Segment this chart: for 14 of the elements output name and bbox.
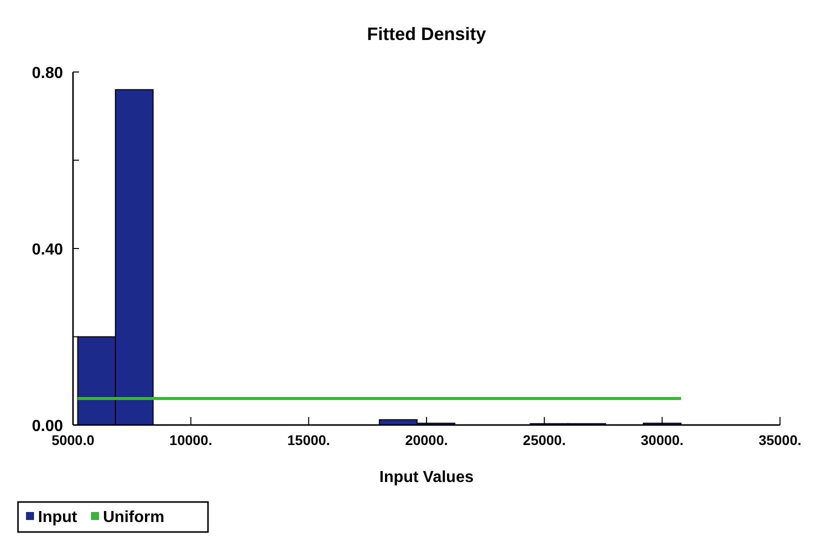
x-tick-label: 20000. xyxy=(405,432,448,448)
chart-title: Fitted Density xyxy=(366,24,486,44)
x-axis-title: Input Values xyxy=(379,469,474,486)
x-tick-label: 35000. xyxy=(758,432,802,448)
x-tick-label: 10000. xyxy=(169,432,212,448)
x-tick-label: 30000. xyxy=(640,432,684,448)
y-tick-label: 0.80 xyxy=(32,65,64,82)
y-tick-label: 0.40 xyxy=(32,242,64,258)
legend-label: Uniform xyxy=(103,509,164,526)
x-tick-label: 5000.0 xyxy=(52,432,95,448)
x-tick-label: 25000. xyxy=(522,432,566,448)
legend-label: Input xyxy=(38,509,78,526)
x-tick-label: 15000. xyxy=(287,432,330,448)
y-tick-label: 0.00 xyxy=(32,418,64,435)
